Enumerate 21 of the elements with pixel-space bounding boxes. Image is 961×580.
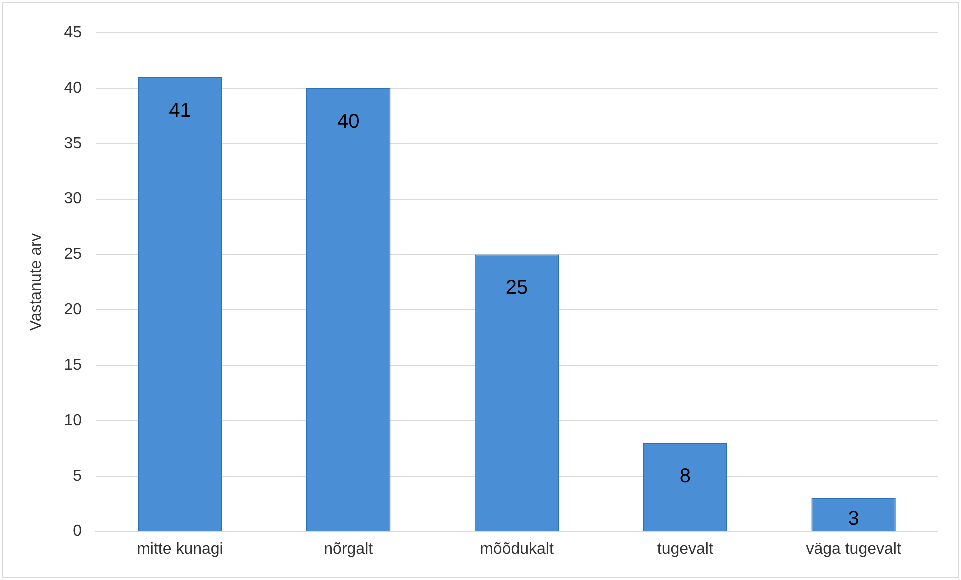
y-tick-label: 20	[64, 302, 82, 319]
data-label: 3	[848, 508, 860, 530]
y-tick-label: 15	[64, 356, 82, 374]
y-tick-label: 0	[73, 523, 82, 540]
y-tick-label: 35	[64, 135, 82, 152]
x-tick-label: väga tugevalt	[806, 540, 902, 558]
y-tick-label: 30	[64, 190, 82, 208]
y-tick-label: 45	[64, 24, 82, 42]
data-label: 25	[506, 277, 528, 300]
x-tick-label: nõrgalt	[324, 540, 374, 558]
y-tick-label: 10	[64, 412, 82, 430]
data-label: 40	[337, 110, 360, 133]
x-tick-label: mitte kunagi	[137, 540, 224, 558]
data-label: 8	[680, 466, 691, 488]
data-label: 41	[169, 100, 192, 122]
y-tick-label: 40	[64, 80, 82, 97]
x-tick-label: tugevalt	[657, 540, 714, 558]
y-axis-title: Vastanute arv	[28, 234, 46, 332]
y-tick-label: 25	[64, 246, 82, 264]
x-tick-label: mõõdukalt	[480, 540, 554, 558]
y-tick-label: 5	[73, 468, 82, 485]
